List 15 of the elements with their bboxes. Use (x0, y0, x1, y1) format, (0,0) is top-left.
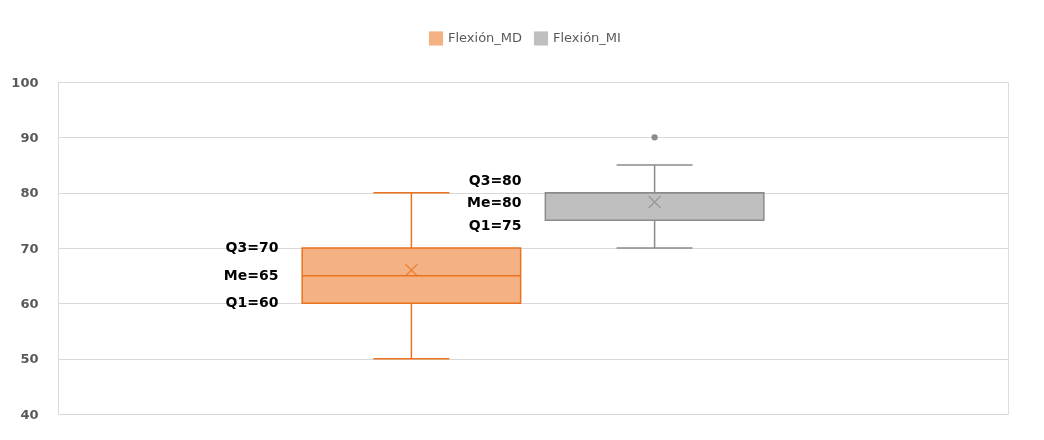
annotation: Q1=60 (225, 294, 279, 311)
y-tick-label: 60 (20, 295, 39, 311)
annotation: Q3=70 (225, 239, 279, 255)
y-tick-label: 70 (20, 240, 39, 256)
y-tick-label: 80 (20, 185, 39, 201)
y-tick-label: 90 (20, 129, 39, 145)
legend-label: Flexión_MD (448, 30, 523, 46)
y-tick-label: 40 (20, 406, 39, 422)
annotation: Me=65 (223, 266, 279, 283)
y-tick-label: 100 (11, 74, 39, 90)
y-tick-label: 50 (20, 351, 39, 367)
legend-label: Flexión_MI (553, 30, 621, 46)
annotation: Me=80 (466, 193, 522, 210)
annotation: Q3=80 (468, 171, 522, 188)
annotation: Q1=75 (468, 217, 522, 234)
